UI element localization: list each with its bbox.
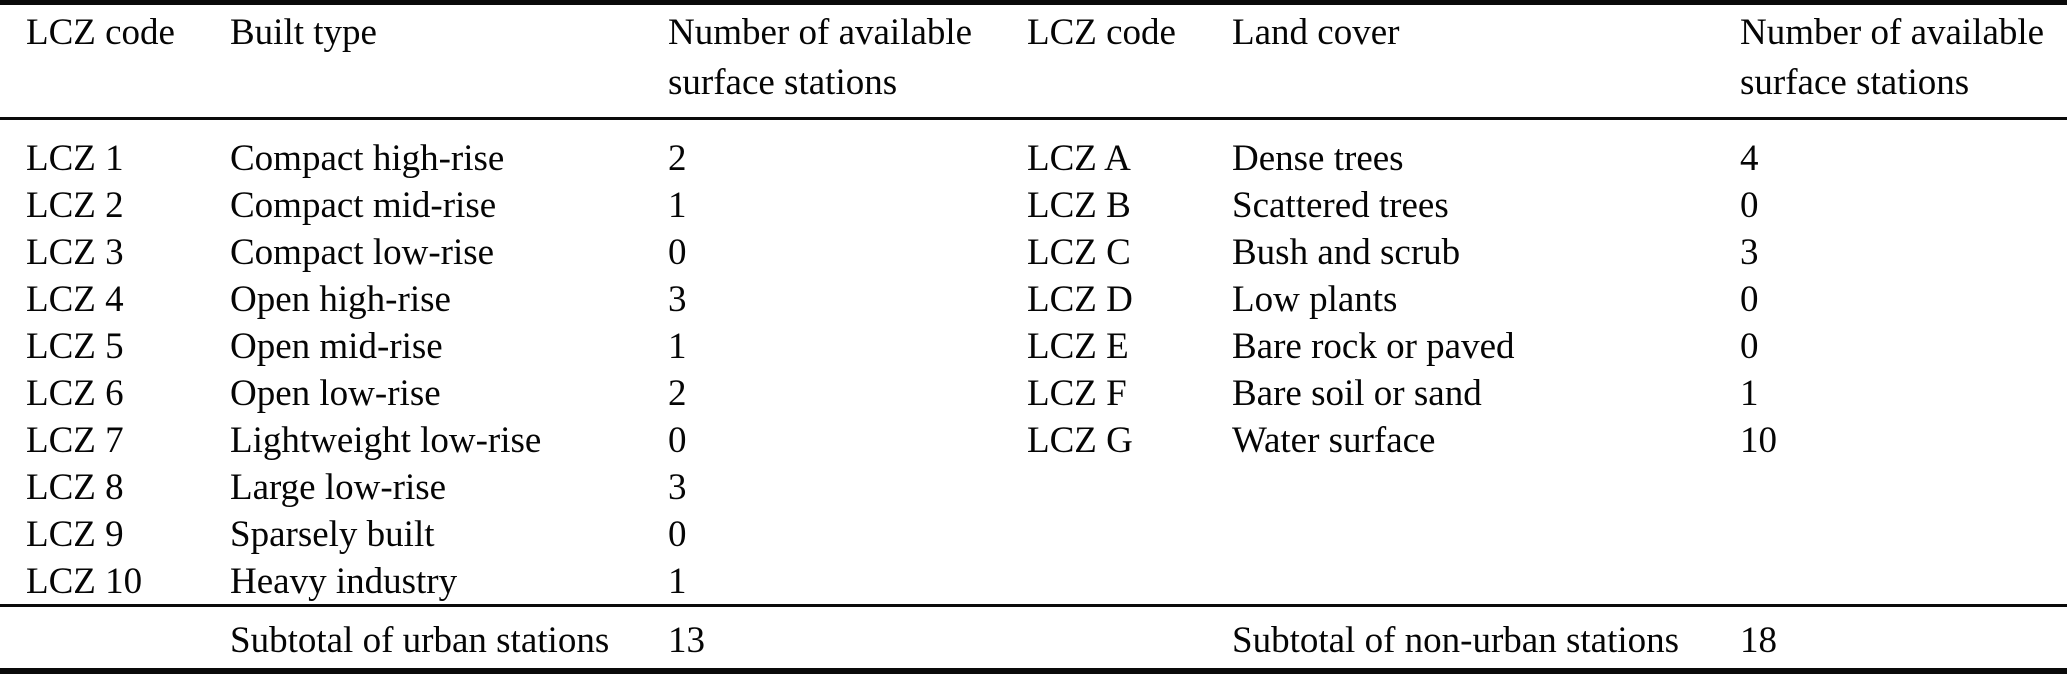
- description-cell: Open high-rise: [230, 279, 451, 320]
- description-cell: Bare soil or sand: [1232, 373, 1482, 414]
- non-urban-subtotal-label: Subtotal of non-urban stations: [1232, 620, 1680, 661]
- lcz-code-cell: LCZ E: [1027, 326, 1129, 367]
- station-count-cell: 4: [1740, 138, 1759, 179]
- table-row: LCZ C Bush and scrub 3: [0, 229, 2067, 276]
- description-cell: Open low-rise: [230, 373, 441, 414]
- table-row: LCZ 4 Open high-rise 3: [0, 276, 2067, 323]
- header-lcz-code-landcover: LCZ code: [1027, 12, 1176, 53]
- station-count-cell: 2: [668, 373, 687, 414]
- lcz-code-cell: LCZ 8: [26, 467, 124, 508]
- description-cell: Open mid-rise: [230, 326, 443, 367]
- station-count-cell: 0: [668, 232, 687, 273]
- lcz-code-cell: LCZ 6: [26, 373, 124, 414]
- table-row: LCZ 9 Sparsely built 0: [0, 511, 2067, 558]
- lcz-code-cell: LCZ 1: [26, 138, 124, 179]
- description-cell: Scattered trees: [1232, 185, 1449, 226]
- description-cell: Dense trees: [1232, 138, 1404, 179]
- header-available-stations-landcover: Number of available surface stations: [1740, 12, 2045, 103]
- lcz-code-cell: LCZ A: [1027, 138, 1131, 179]
- lcz-code-cell: LCZ 10: [26, 561, 143, 602]
- table-row: LCZ 3 Compact low-rise 0: [0, 229, 2067, 276]
- lcz-code-cell: LCZ C: [1027, 232, 1131, 273]
- description-cell: Large low-rise: [230, 467, 447, 508]
- lcz-code-cell: LCZ F: [1027, 373, 1127, 414]
- station-count-cell: 2: [668, 138, 687, 179]
- description-cell: Water surface: [1232, 420, 1436, 461]
- subtotal-rule: [0, 604, 2067, 607]
- description-cell: Compact low-rise: [230, 232, 495, 273]
- table-row: LCZ 1 Compact high-rise 2: [0, 135, 2067, 182]
- station-count-cell: 0: [1740, 326, 1759, 367]
- station-count-cell: 0: [1740, 185, 1759, 226]
- table-row: LCZ E Bare rock or paved 0: [0, 323, 2067, 370]
- table-row: LCZ D Low plants 0: [0, 276, 2067, 323]
- header-land-cover: Land cover: [1232, 12, 1400, 53]
- table-row: LCZ A Dense trees 4: [0, 135, 2067, 182]
- station-count-cell: 0: [668, 420, 687, 461]
- station-count-cell: 1: [668, 561, 687, 602]
- station-count-cell: 10: [1740, 420, 1777, 461]
- lcz-code-cell: LCZ D: [1027, 279, 1133, 320]
- lcz-code-cell: LCZ 7: [26, 420, 124, 461]
- station-count-cell: 3: [668, 279, 687, 320]
- description-cell: Bush and scrub: [1232, 232, 1461, 273]
- station-count-cell: 1: [1740, 373, 1759, 414]
- table-row: LCZ B Scattered trees 0: [0, 182, 2067, 229]
- table-row: LCZ 8 Large low-rise 3: [0, 464, 2067, 511]
- header-lcz-code-built: LCZ code: [26, 12, 175, 53]
- station-count-cell: 3: [668, 467, 687, 508]
- non-urban-subtotal-count: 18: [1740, 620, 1777, 661]
- table-row: LCZ F Bare soil or sand 1: [0, 370, 2067, 417]
- station-count-cell: 3: [1740, 232, 1759, 273]
- lcz-code-cell: LCZ 9: [26, 514, 124, 555]
- table-row: LCZ 10 Heavy industry 1: [0, 558, 2067, 605]
- description-cell: Bare rock or paved: [1232, 326, 1515, 367]
- urban-subtotal-label: Subtotal of urban stations: [230, 620, 610, 661]
- header-available-stations-built: Number of available surface stations: [668, 12, 973, 103]
- table-row: LCZ 7 Lightweight low-rise 0: [0, 417, 2067, 464]
- description-cell: Compact high-rise: [230, 138, 505, 179]
- header-built-type: Built type: [230, 12, 377, 53]
- lcz-code-cell: LCZ B: [1027, 185, 1131, 226]
- lcz-code-cell: LCZ G: [1027, 420, 1133, 461]
- subtotal-row: Subtotal of urban stations 13 Subtotal o…: [0, 617, 2067, 664]
- station-count-cell: 1: [668, 326, 687, 367]
- station-count-cell: 1: [668, 185, 687, 226]
- lcz-code-cell: LCZ 4: [26, 279, 124, 320]
- lcz-code-cell: LCZ 2: [26, 185, 124, 226]
- description-cell: Compact mid-rise: [230, 185, 497, 226]
- table-row: LCZ 6 Open low-rise 2: [0, 370, 2067, 417]
- table-row: LCZ 2 Compact mid-rise 1: [0, 182, 2067, 229]
- bottom-rule: [0, 668, 2067, 674]
- urban-subtotal-count: 13: [668, 620, 705, 661]
- built-type-rows: LCZ 1 Compact high-rise 2 LCZ 2 Compact …: [0, 135, 2067, 605]
- description-cell: Lightweight low-rise: [230, 420, 542, 461]
- lcz-code-cell: LCZ 3: [26, 232, 124, 273]
- table-row: LCZ G Water surface 10: [0, 417, 2067, 464]
- top-rule: [0, 0, 2067, 5]
- lcz-code-cell: LCZ 5: [26, 326, 124, 367]
- description-cell: Low plants: [1232, 279, 1398, 320]
- station-count-cell: 0: [668, 514, 687, 555]
- description-cell: Heavy industry: [230, 561, 458, 602]
- description-cell: Sparsely built: [230, 514, 435, 555]
- land-cover-rows: LCZ A Dense trees 4 LCZ B Scattered tree…: [0, 135, 2067, 464]
- header-rule: [0, 117, 2067, 120]
- table-row: LCZ 5 Open mid-rise 1: [0, 323, 2067, 370]
- station-count-cell: 0: [1740, 279, 1759, 320]
